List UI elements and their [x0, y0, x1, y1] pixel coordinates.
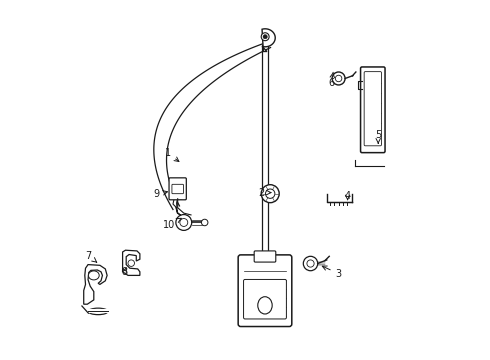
Circle shape	[303, 256, 318, 271]
Polygon shape	[262, 29, 275, 51]
FancyBboxPatch shape	[254, 251, 276, 262]
Text: 1: 1	[165, 148, 179, 162]
FancyBboxPatch shape	[361, 67, 385, 153]
Circle shape	[332, 72, 345, 85]
Text: 4: 4	[344, 191, 351, 201]
Circle shape	[307, 260, 314, 267]
Circle shape	[176, 215, 192, 230]
Circle shape	[180, 219, 188, 226]
Text: 9: 9	[154, 189, 168, 199]
Circle shape	[266, 189, 275, 198]
FancyBboxPatch shape	[364, 72, 381, 146]
Text: 3: 3	[322, 266, 342, 279]
Ellipse shape	[88, 271, 99, 280]
FancyBboxPatch shape	[172, 184, 183, 194]
FancyBboxPatch shape	[238, 255, 292, 327]
Text: 10: 10	[163, 218, 181, 230]
Polygon shape	[173, 194, 182, 216]
Polygon shape	[122, 250, 140, 275]
FancyBboxPatch shape	[169, 178, 186, 200]
Circle shape	[335, 75, 342, 82]
Ellipse shape	[261, 33, 269, 41]
Circle shape	[201, 219, 208, 226]
Circle shape	[263, 35, 268, 39]
Polygon shape	[84, 265, 107, 304]
Text: 2: 2	[258, 188, 271, 198]
Text: 7: 7	[85, 251, 97, 262]
FancyBboxPatch shape	[244, 279, 286, 319]
Ellipse shape	[88, 308, 108, 315]
Text: 5: 5	[375, 130, 381, 143]
Text: 8: 8	[122, 267, 127, 277]
Circle shape	[128, 260, 134, 266]
Circle shape	[261, 185, 279, 203]
FancyBboxPatch shape	[259, 294, 271, 303]
Text: 6: 6	[328, 72, 335, 88]
Ellipse shape	[258, 297, 272, 314]
